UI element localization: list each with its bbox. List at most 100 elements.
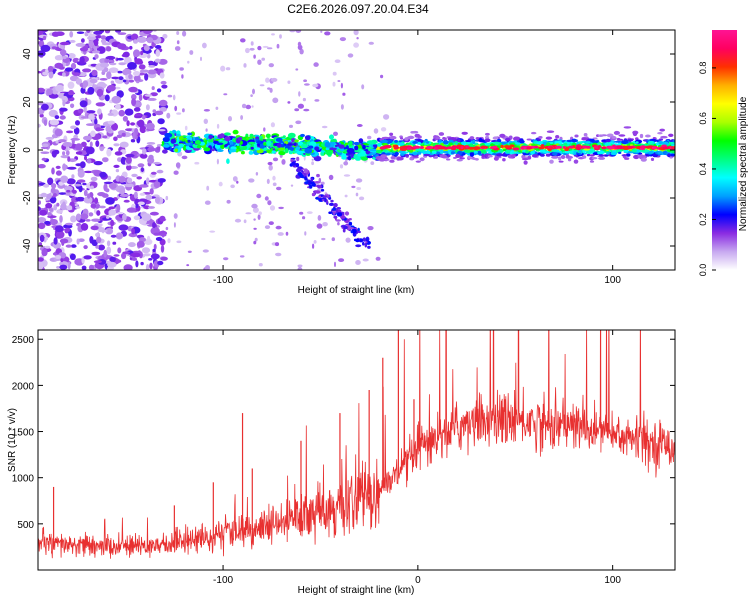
heatmap-cell [83, 196, 93, 204]
heatmap-cell [581, 137, 588, 141]
heatmap-cell [55, 84, 64, 92]
heatmap-cell [299, 48, 304, 55]
heatmap-cell [135, 204, 139, 208]
heatmap-cell [567, 158, 572, 162]
heatmap-cell [502, 158, 506, 162]
heatmap-cell [105, 197, 115, 205]
heatmap-cell [99, 205, 106, 209]
heatmap-cell [45, 202, 53, 209]
heatmap-cell [196, 144, 202, 149]
heatmap-cell [589, 154, 595, 157]
heatmap-cell [110, 234, 117, 238]
heatmap-cell [50, 187, 56, 194]
heatmap-cell [261, 57, 266, 61]
heatmap-cell [203, 147, 211, 152]
heatmap-cell [166, 112, 171, 119]
heatmap-cell [578, 149, 582, 154]
heatmap-cell [650, 157, 655, 161]
heatmap-cell [271, 33, 275, 36]
heatmap-cell [59, 115, 66, 120]
heatmap-cell [156, 169, 164, 174]
heatmap-cell [106, 240, 111, 247]
heatmap-cell [320, 30, 323, 33]
heatmap-cell [322, 222, 328, 227]
heatmap-cell [67, 166, 77, 170]
heatmap-cell [631, 149, 637, 153]
snr-ylabel: SNR (10 * v/v) [7, 408, 18, 472]
heatmap-cell [344, 211, 350, 216]
heatmap-cell [521, 158, 529, 161]
heatmap-cell [583, 133, 588, 137]
heatmap-cell [492, 136, 499, 140]
heatmap-cell [149, 188, 154, 195]
heatmap-cell [83, 255, 92, 260]
heatmap-cell [356, 124, 363, 127]
heatmap-cell [419, 157, 425, 162]
heatmap-cell [88, 264, 95, 270]
heatmap-cell [257, 59, 262, 65]
heatmap-cell [351, 185, 356, 189]
heatmap-cell [317, 188, 321, 191]
heatmap-cell [407, 135, 415, 140]
heatmap-cell [551, 155, 559, 159]
heatmap-cell [140, 50, 144, 56]
heatmap-cell [277, 232, 284, 236]
heatmap-cell [287, 143, 294, 146]
heatmap-cell [55, 230, 65, 239]
heatmap-cell [123, 199, 130, 203]
heatmap-cell [73, 134, 79, 139]
heatmap-cell [343, 225, 348, 230]
heatmap-cell [472, 139, 476, 145]
heatmap-cell [158, 129, 166, 132]
heatmap-cell [505, 149, 511, 153]
heatmap-cell [267, 200, 272, 206]
heatmap-cell [563, 142, 568, 147]
heatmap-cell [431, 150, 437, 154]
heatmap-cell [75, 206, 81, 209]
heatmap-cell [265, 77, 270, 83]
heatmap-cell [72, 189, 77, 194]
heatmap-cell [202, 42, 207, 49]
heatmap-cell [105, 59, 115, 63]
heatmap-cell [118, 109, 125, 117]
heatmap-cell [240, 38, 246, 43]
heatmap-cell [472, 147, 481, 150]
heatmap-cell [122, 213, 127, 221]
heatmap-cell [293, 142, 297, 147]
heatmap-cell [331, 237, 335, 242]
heatmap-cell [640, 145, 646, 149]
heatmap-cell [276, 143, 282, 148]
heatmap-cell [412, 145, 420, 149]
heatmap-cell [335, 219, 341, 222]
heatmap-cell [43, 183, 50, 188]
heatmap-cell [592, 137, 598, 140]
heatmap-cell [159, 107, 167, 112]
heatmap-cell [69, 39, 76, 43]
heatmap-cell [583, 148, 591, 151]
heatmap-cell [59, 264, 68, 270]
heatmap-cell [55, 140, 59, 144]
heatmap-cell [182, 108, 185, 113]
heatmap-cell [304, 148, 313, 154]
heatmap-cell [492, 145, 498, 149]
heatmap-cell [75, 78, 83, 85]
heatmap-cell [637, 154, 645, 159]
heatmap-cell [126, 177, 133, 184]
heatmap-cell [251, 105, 254, 108]
heatmap-cell [61, 238, 65, 246]
heatmap-cell [558, 160, 564, 163]
heatmap-cell [102, 157, 109, 163]
heatmap-cell [480, 149, 487, 154]
heatmap-cell [222, 140, 228, 145]
heatmap-cell [281, 159, 286, 165]
heatmap-cell [118, 176, 126, 183]
heatmap-cell [208, 138, 214, 143]
heatmap-cell [576, 147, 581, 151]
heatmap-cell [314, 181, 321, 184]
heatmap-cell [337, 222, 340, 226]
heatmap-cell [343, 161, 349, 166]
heatmap-cell [104, 30, 111, 34]
heatmap-cell [287, 132, 296, 139]
heatmap-cell [348, 140, 353, 146]
heatmap-cell [623, 126, 632, 129]
